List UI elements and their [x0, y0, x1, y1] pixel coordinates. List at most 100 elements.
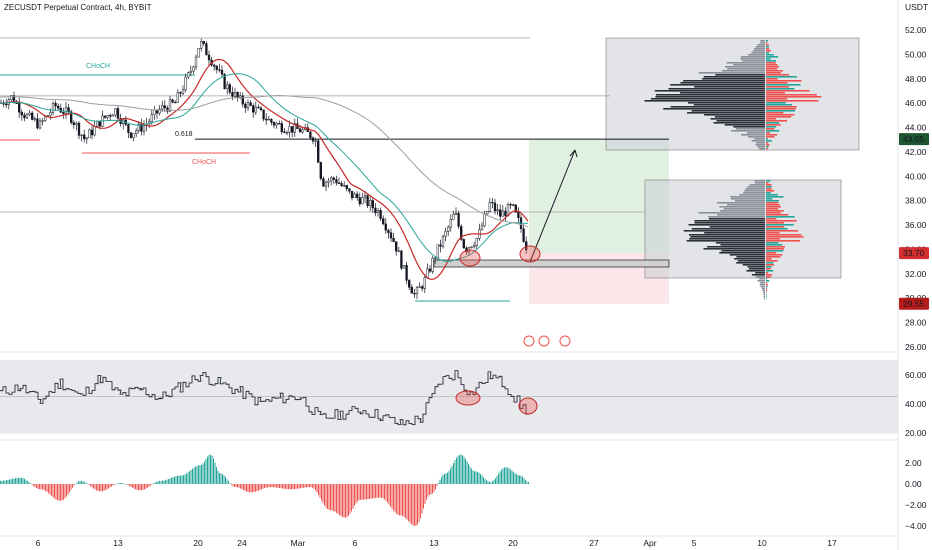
histogram-bar [141, 484, 142, 491]
histogram-bar [465, 458, 466, 484]
vp-bar [735, 128, 765, 130]
histogram-bar [373, 484, 375, 499]
candle-body [345, 185, 348, 189]
histogram-bar [303, 484, 304, 488]
vp-bar-side [766, 246, 785, 248]
vp-bar-side [766, 100, 819, 102]
vp-bar [719, 206, 765, 208]
histogram-bar [292, 484, 294, 490]
vp-bar [755, 272, 765, 274]
histogram-bar [183, 475, 184, 484]
candle-body [280, 123, 283, 132]
histogram-bar [121, 483, 123, 484]
vp-bar [702, 78, 765, 80]
vp-bar [680, 92, 765, 94]
candle-body [127, 124, 130, 133]
histogram-bar [231, 484, 232, 485]
price-badge [899, 133, 929, 146]
histogram-bar [84, 481, 85, 484]
vp-bar [670, 84, 765, 86]
vp-bar-side [766, 46, 770, 48]
histogram-bar [151, 484, 153, 485]
histogram-bar [45, 484, 46, 491]
histogram-bar [204, 461, 205, 484]
histogram-bar [196, 465, 198, 484]
price-badge-label: 33.70 [903, 248, 925, 258]
vp-bar [698, 72, 765, 74]
price-badge-label: 43.05 [903, 134, 925, 144]
histogram-bar [0, 480, 1, 484]
histogram-bar [228, 481, 229, 484]
x-tick-label: 13 [429, 538, 439, 548]
vp-bar-side [766, 132, 771, 134]
histogram-bar [307, 484, 309, 488]
histogram-bar [168, 479, 169, 484]
histogram-bar [460, 454, 462, 484]
vp-bar [754, 138, 765, 140]
vp-bar [715, 242, 765, 244]
histogram-bar [247, 484, 249, 493]
histogram-bar [109, 484, 111, 488]
vp-bar [759, 278, 765, 280]
vp-bar [751, 274, 765, 276]
histogram-bar [459, 454, 460, 484]
candle-body [480, 225, 484, 230]
vp-bar-side [766, 222, 785, 224]
histogram-bar [144, 484, 145, 490]
histogram-bar [492, 481, 493, 484]
vp-bar-side [766, 52, 770, 54]
candle-body [163, 105, 166, 109]
histogram-bar [442, 474, 444, 484]
vp-bar [703, 76, 765, 78]
histogram-bar [505, 467, 507, 484]
vp-bar-side [766, 92, 786, 94]
vp-bar-side [766, 276, 771, 278]
histogram-bar [234, 484, 235, 488]
vp-bar-side [766, 204, 780, 206]
vp-bar [708, 218, 765, 220]
vp-bar-side [766, 196, 784, 198]
candle-body [80, 134, 83, 136]
histogram-bar [3, 480, 4, 484]
histogram-bar [91, 484, 93, 488]
candle-body [488, 201, 491, 212]
vp-bar [733, 126, 765, 128]
hist-tick-label: −4.00 [905, 521, 927, 531]
candle-body [382, 218, 385, 225]
vp-bar [689, 238, 765, 240]
candle-body [522, 228, 525, 242]
event-icon [523, 335, 535, 347]
vp-bar [714, 116, 765, 118]
histogram-bar [304, 484, 306, 488]
vp-bar [729, 254, 765, 256]
vp-bar-side [766, 208, 779, 210]
candle-body [189, 70, 192, 73]
vp-bar [655, 94, 765, 96]
histogram-bar [288, 484, 289, 490]
candle-body [246, 102, 250, 109]
osc-line [0, 370, 529, 426]
histogram-bar [285, 484, 286, 489]
histogram-bar [463, 456, 465, 484]
candle-body [454, 213, 458, 215]
vp-bar [686, 240, 765, 242]
vp-bar-side [766, 56, 779, 58]
histogram-bar [100, 484, 102, 492]
candle-body [504, 210, 507, 217]
candle-body [350, 190, 354, 199]
x-tick-label: 5 [692, 538, 697, 548]
vp-bar [755, 276, 765, 278]
histogram-bar [528, 481, 529, 484]
histogram-bar [331, 484, 333, 511]
candle-body [23, 114, 26, 119]
histogram-bar [241, 484, 243, 490]
price-divergence-marker-1 [459, 249, 481, 267]
candle-body [67, 107, 70, 112]
candle-body [473, 245, 476, 248]
price-tick-label: 36.00 [905, 220, 927, 230]
histogram-bar [36, 484, 37, 489]
vp-bar-side [766, 98, 788, 100]
histogram-bar [508, 468, 510, 484]
vp-bar [694, 220, 765, 222]
